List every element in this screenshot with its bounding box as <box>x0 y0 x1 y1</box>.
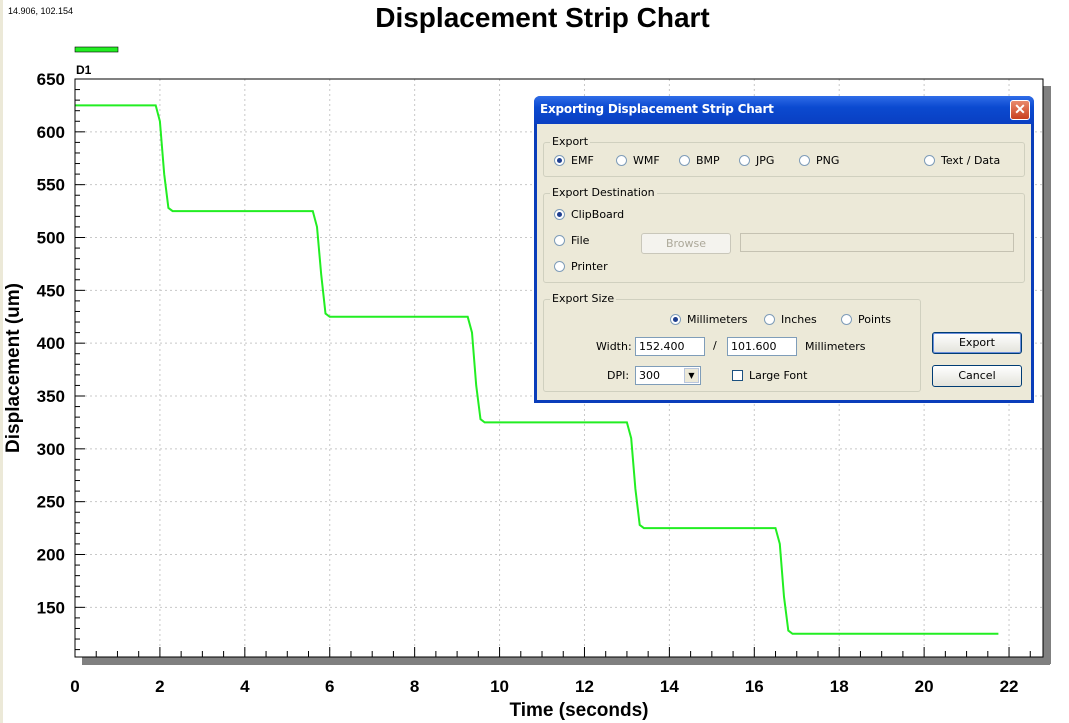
radio-unit-points[interactable]: Points <box>841 313 891 326</box>
radio-dot-wmf <box>616 155 627 166</box>
dpi-label: DPI: <box>607 369 630 382</box>
cancel-button[interactable]: Cancel <box>932 365 1022 387</box>
export-button[interactable]: Export <box>932 332 1022 354</box>
radio-label-emf: EMF <box>571 154 594 167</box>
plot-shadow-bottom <box>82 657 1050 665</box>
chart-title: Displacement Strip Chart <box>375 2 710 33</box>
x-tick-label: 8 <box>410 677 419 696</box>
radio-format-bmp[interactable]: BMP <box>679 154 720 167</box>
export-size-group: Export Size Millimeters Inches Points Wi… <box>543 292 921 392</box>
plot-border <box>74 78 1044 658</box>
size-separator: / <box>713 339 717 352</box>
radio-format-text-data[interactable]: Text / Data <box>924 154 1000 167</box>
y-tick-label: 350 <box>37 387 65 406</box>
x-tick-label: 12 <box>575 677 594 696</box>
y-tick-label: 650 <box>37 70 65 89</box>
x-tick-label: 18 <box>830 677 849 696</box>
x-tick-label: 6 <box>325 677 334 696</box>
height-field[interactable]: 101.600 <box>727 337 797 356</box>
radio-label-text-data: Text / Data <box>941 154 1001 167</box>
dialog-titlebar[interactable]: Exporting Displacement Strip Chart ✕ <box>534 96 1034 124</box>
cursor-coordinate-readout: 14.906, 102.154 <box>8 6 74 16</box>
x-tick-label: 2 <box>155 677 164 696</box>
radio-dot-jpg <box>739 155 750 166</box>
close-icon: ✕ <box>1014 101 1026 117</box>
radio-label-millimeters: Millimeters <box>687 313 748 326</box>
x-axis-label: Time (seconds) <box>509 700 648 721</box>
radio-dest-printer[interactable]: Printer <box>554 260 608 273</box>
radio-dot-bmp <box>679 155 690 166</box>
legend-label-d1: D1 <box>76 63 92 77</box>
legend-swatch-d1 <box>74 46 119 53</box>
y-tick-label: 250 <box>37 493 65 512</box>
x-tick-label: 10 <box>490 677 509 696</box>
plot-shadow-right <box>1043 86 1051 664</box>
radio-unit-millimeters[interactable]: Millimeters <box>670 313 748 326</box>
y-tick-label: 500 <box>37 229 65 248</box>
large-font-checkbox[interactable]: Large Font <box>732 369 807 382</box>
width-label: Width: <box>596 340 632 353</box>
x-tick-label: 14 <box>660 677 679 696</box>
y-tick-label: 150 <box>37 598 65 617</box>
radio-label-printer: Printer <box>571 260 608 273</box>
radio-dest-file[interactable]: File <box>554 234 589 247</box>
y-tick-label: 450 <box>37 281 65 300</box>
radio-dot-inches <box>764 314 775 325</box>
radio-label-points: Points <box>858 313 892 326</box>
radio-dot-png <box>799 155 810 166</box>
radio-format-png[interactable]: PNG <box>799 154 839 167</box>
large-font-box <box>732 370 743 381</box>
export-format-group: Export EMF WMF BMP JPG PNG Text / Data <box>543 135 1025 177</box>
series-line-d1 <box>75 104 999 635</box>
browse-button[interactable]: Browse <box>641 233 731 254</box>
dialog-title: Exporting Displacement Strip Chart <box>540 102 774 116</box>
radio-dot-emf <box>554 155 565 166</box>
x-tick-label: 20 <box>915 677 934 696</box>
export-size-legend: Export Size <box>550 292 617 305</box>
large-font-label: Large Font <box>749 369 808 382</box>
radio-label-jpg: JPG <box>756 154 775 167</box>
width-field[interactable]: 152.400 <box>635 337 705 356</box>
radio-label-inches: Inches <box>781 313 817 326</box>
radio-dot-printer <box>554 261 565 272</box>
radio-dot-text-data <box>924 155 935 166</box>
radio-label-wmf: WMF <box>633 154 660 167</box>
radio-label-png: PNG <box>816 154 840 167</box>
radio-dot-millimeters <box>670 314 681 325</box>
radio-dest-clipboard[interactable]: ClipBoard <box>554 208 624 221</box>
chevron-down-icon[interactable]: ▼ <box>684 368 699 383</box>
y-axis-label: Displacement (um) <box>3 283 24 453</box>
dpi-value: 300 <box>639 369 660 382</box>
radio-dot-clipboard <box>554 209 565 220</box>
y-tick-label: 600 <box>37 123 65 142</box>
x-tick-label: 22 <box>1000 677 1019 696</box>
radio-format-jpg[interactable]: JPG <box>739 154 774 167</box>
radio-label-clipboard: ClipBoard <box>571 208 625 221</box>
window-edge <box>0 0 3 723</box>
dpi-select[interactable]: 300 ▼ <box>635 366 701 385</box>
export-destination-legend: Export Destination <box>550 186 657 199</box>
y-tick-label: 200 <box>37 546 65 565</box>
radio-label-bmp: BMP <box>696 154 720 167</box>
radio-dot-file <box>554 235 565 246</box>
radio-label-file: File <box>571 234 590 247</box>
y-tick-label: 400 <box>37 334 65 353</box>
y-tick-label: 550 <box>37 176 65 195</box>
file-path-field[interactable] <box>740 233 1014 252</box>
export-format-legend: Export <box>550 135 591 148</box>
dialog-body: Export EMF WMF BMP JPG PNG Text / Data E… <box>537 124 1031 400</box>
export-dialog: Exporting Displacement Strip Chart ✕ Exp… <box>534 96 1034 403</box>
x-tick-label: 16 <box>745 677 764 696</box>
radio-format-emf[interactable]: EMF <box>554 154 594 167</box>
x-tick-label: 4 <box>240 677 250 696</box>
x-tick-label: 0 <box>70 677 79 696</box>
radio-unit-inches[interactable]: Inches <box>764 313 817 326</box>
height-unit-label: Millimeters <box>805 340 866 353</box>
y-tick-label: 300 <box>37 440 65 459</box>
export-destination-group: Export Destination ClipBoard File Printe… <box>543 186 1025 283</box>
radio-format-wmf[interactable]: WMF <box>616 154 660 167</box>
close-button[interactable]: ✕ <box>1010 100 1030 120</box>
radio-dot-points <box>841 314 852 325</box>
